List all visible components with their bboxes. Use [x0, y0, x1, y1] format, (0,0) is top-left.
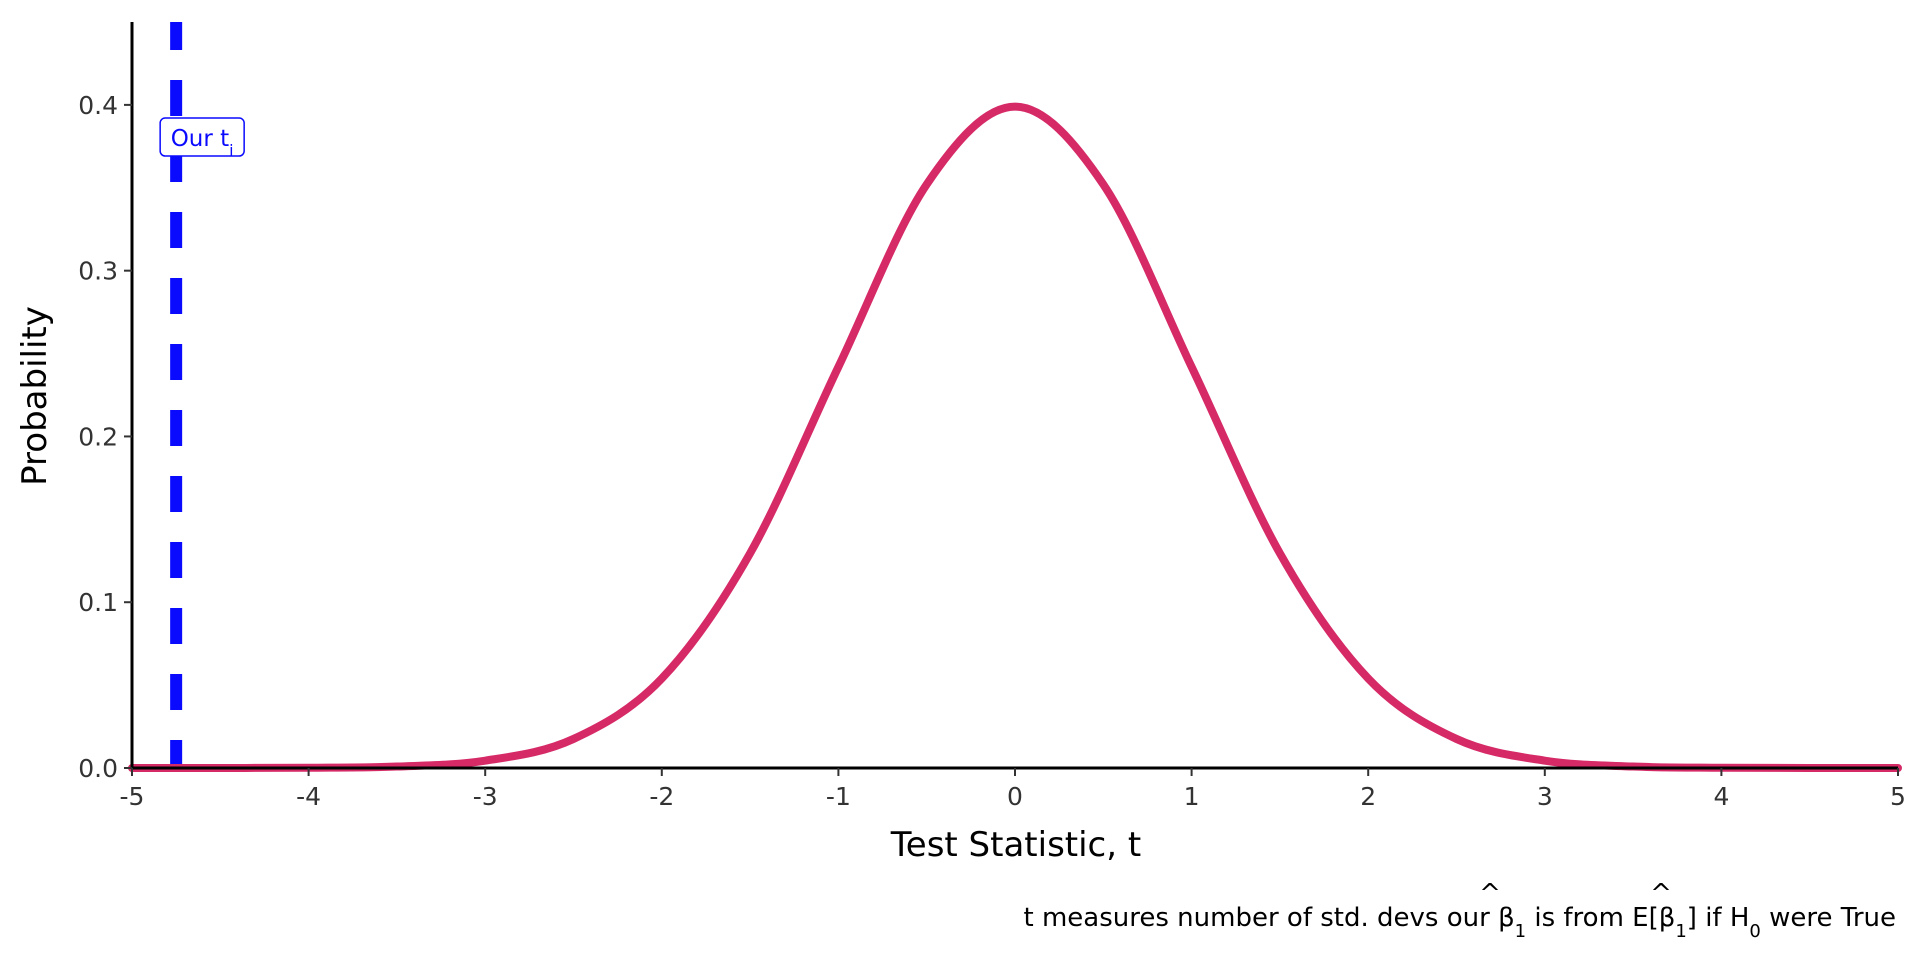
x-tick-label: 0	[1007, 782, 1023, 811]
x-axis-title: Test Statistic, t	[890, 825, 1141, 865]
x-tick-label: 4	[1713, 782, 1729, 811]
annotation-text: Our ti	[171, 126, 234, 160]
y-tick-label: 0.1	[78, 588, 118, 617]
y-axis: 0.0 0.1 0.2 0.3 0.4	[78, 22, 134, 783]
caption-hat-1: ^	[1479, 879, 1501, 909]
caption: t measures number of std. devs our β1 is…	[1024, 903, 1896, 942]
x-axis: -5 -4 -3 -2 -1 0 1 2 3 4 5	[120, 766, 1906, 811]
x-tick-label: 3	[1537, 782, 1553, 811]
annotation-main: Our t	[171, 126, 229, 152]
x-tick-label: -2	[649, 782, 674, 811]
y-tick-label: 0.3	[78, 257, 118, 286]
x-tick-label: 5	[1890, 782, 1906, 811]
caption-part-2: is from E[	[1526, 903, 1659, 933]
series-line-density	[128, 102, 1902, 772]
annotation-box	[159, 117, 245, 157]
caption-part-3: ] if H	[1687, 903, 1750, 933]
caption-part-1: t measures number of std. devs our	[1024, 903, 1499, 933]
x-tick-label: -1	[826, 782, 851, 811]
y-tick-label: 0.2	[78, 422, 118, 451]
caption-hat-2: ^	[1650, 879, 1672, 909]
caption-sub-2: 1	[1675, 921, 1686, 942]
x-tick-label: -3	[473, 782, 498, 811]
y-tick-label: 0.4	[78, 91, 118, 120]
x-tick-label: -5	[120, 782, 145, 811]
x-tick-label: -4	[296, 782, 321, 811]
caption-sub-3: 0	[1749, 921, 1760, 942]
annotation-subscript: i	[229, 141, 233, 160]
caption-beta-hat-2: β	[1659, 903, 1676, 933]
caption-beta-hat-1: β	[1498, 903, 1515, 933]
reference-line-label: Our ti	[159, 117, 245, 160]
y-tick-label: 0.0	[78, 754, 118, 783]
caption-part-4: were True	[1761, 903, 1896, 933]
x-tick-label: 2	[1360, 782, 1376, 811]
plot-area	[128, 22, 1902, 772]
caption-sub-1: 1	[1515, 921, 1526, 942]
x-tick-label: 1	[1184, 782, 1200, 811]
y-axis-title: Probability	[15, 306, 55, 486]
